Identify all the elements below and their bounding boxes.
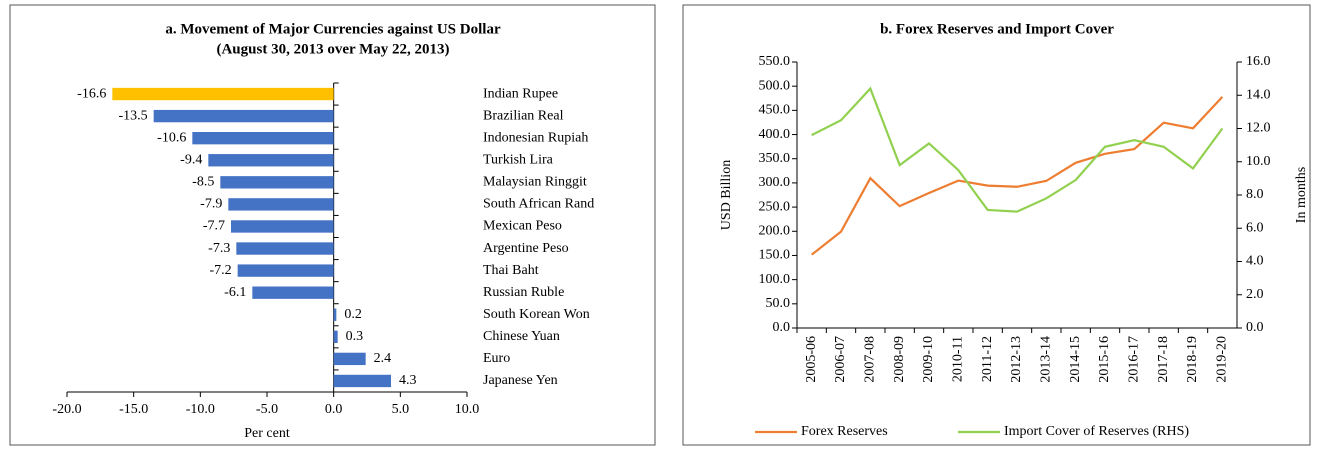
y-axis-label: USD Billion <box>719 160 734 230</box>
y2-tick-label: 14.0 <box>1246 87 1271 102</box>
value-label: -16.6 <box>77 86 106 101</box>
legend-label: Forex Reserves <box>801 424 888 439</box>
bar <box>153 109 334 123</box>
value-label: -8.5 <box>192 175 214 190</box>
x-tick-label: 2014-15 <box>1068 336 1083 383</box>
value-label: 4.3 <box>399 373 417 388</box>
x-tick-label: 2005-06 <box>804 336 819 383</box>
value-label: -7.9 <box>200 197 222 212</box>
x-tick-label: 2018-19 <box>1185 336 1200 383</box>
category-label: South African Rand <box>483 197 594 212</box>
bar <box>236 242 334 255</box>
y-tick-label: 150.0 <box>759 248 791 263</box>
chart-title: b. Forex Reserves and Import Cover <box>880 21 1114 37</box>
y-tick-label: 0.0 <box>773 320 791 335</box>
y2-tick-label: 2.0 <box>1246 287 1264 302</box>
x-tick-label: 2010-11 <box>951 336 966 382</box>
value-label: -7.3 <box>208 241 230 256</box>
bar <box>231 220 334 233</box>
value-label: -7.7 <box>203 219 225 234</box>
x-tick-label: -15.0 <box>119 402 148 417</box>
line-series <box>810 96 1224 256</box>
value-label: -10.6 <box>157 130 186 145</box>
y-tick-label: 450.0 <box>759 103 791 118</box>
bar <box>333 352 366 366</box>
y-tick-label: 50.0 <box>766 296 791 311</box>
category-label: Argentine Peso <box>483 241 569 256</box>
category-label: Thai Baht <box>483 263 539 278</box>
x-tick-label: 2016-17 <box>1127 336 1142 383</box>
y-tick-label: 200.0 <box>759 223 791 238</box>
value-label: -6.1 <box>224 285 246 300</box>
bar <box>333 330 338 344</box>
x-tick-label: 2011-12 <box>980 336 995 382</box>
category-label: Malaysian Ringgit <box>483 175 587 190</box>
x-tick-label: 2006-07 <box>833 336 848 383</box>
x-tick-label: 2008-09 <box>892 336 907 383</box>
y-tick-label: 550.0 <box>759 54 791 69</box>
y2-tick-label: 4.0 <box>1246 254 1264 269</box>
x-tick-label: -10.0 <box>186 402 215 417</box>
line-series <box>811 86 1224 213</box>
panel-a <box>9 4 656 446</box>
category-label: Indian Rupee <box>483 86 558 101</box>
y-tick-label: 300.0 <box>759 175 791 190</box>
bar <box>192 131 334 145</box>
x-tick-label: 10.0 <box>455 402 480 417</box>
x-tick-label: -20.0 <box>52 402 81 417</box>
bar <box>220 176 334 189</box>
value-label: -13.5 <box>118 108 147 123</box>
bar <box>237 264 334 277</box>
legend-label: Import Cover of Reserves (RHS) <box>1004 424 1189 439</box>
y2-tick-label: 8.0 <box>1246 187 1264 202</box>
category-label: Chinese Yuan <box>483 329 560 344</box>
y2-tick-label: 6.0 <box>1246 220 1264 235</box>
x-tick-label: 2012-13 <box>1009 336 1024 383</box>
y-tick-label: 400.0 <box>759 127 791 142</box>
y-tick-label: 350.0 <box>759 151 791 166</box>
x-tick-label: 2019-20 <box>1215 336 1230 383</box>
value-label: -7.2 <box>209 263 231 278</box>
panel-b <box>682 4 1311 446</box>
value-label: 2.4 <box>374 351 392 366</box>
x-tick-label: 2013-14 <box>1039 336 1054 383</box>
x-tick-label: 2017-18 <box>1156 336 1171 383</box>
bar <box>208 154 334 167</box>
chart-title: a. Movement of Major Currencies against … <box>165 21 501 37</box>
y-tick-label: 250.0 <box>759 199 791 214</box>
y2-tick-label: 12.0 <box>1246 121 1271 136</box>
category-label: Japanese Yen <box>483 373 558 388</box>
value-label: 0.2 <box>344 307 362 322</box>
bar <box>228 198 334 211</box>
y-tick-label: 500.0 <box>759 78 791 93</box>
x-tick-label: 2015-16 <box>1097 336 1112 383</box>
value-label: -9.4 <box>180 152 202 167</box>
y2-axis-label: In months <box>1294 167 1309 223</box>
category-label: Turkish Lira <box>483 152 554 167</box>
y-tick-label: 100.0 <box>759 272 791 287</box>
chart-title: (August 30, 2013 over May 22, 2013) <box>216 41 449 57</box>
category-label: Indonesian Rupiah <box>483 130 588 145</box>
y2-tick-label: 16.0 <box>1246 54 1271 69</box>
value-label: 0.3 <box>346 329 364 344</box>
bar <box>333 308 337 321</box>
x-axis-label: Per cent <box>244 426 290 441</box>
x-tick-label: 0.0 <box>325 402 343 417</box>
x-tick-label: 5.0 <box>392 402 410 417</box>
x-tick-label: 2009-10 <box>921 336 936 383</box>
category-label: Russian Ruble <box>483 285 564 300</box>
category-label: South Korean Won <box>483 307 590 322</box>
y2-tick-label: 0.0 <box>1246 320 1264 335</box>
y2-tick-label: 10.0 <box>1246 154 1271 169</box>
category-label: Euro <box>483 351 510 366</box>
category-label: Brazilian Real <box>483 108 564 123</box>
bar <box>112 87 334 101</box>
bar <box>252 286 334 299</box>
x-tick-label: -5.0 <box>256 402 278 417</box>
x-tick-label: 2007-08 <box>863 336 878 383</box>
category-label: Mexican Peso <box>483 219 562 234</box>
bar <box>333 374 391 388</box>
